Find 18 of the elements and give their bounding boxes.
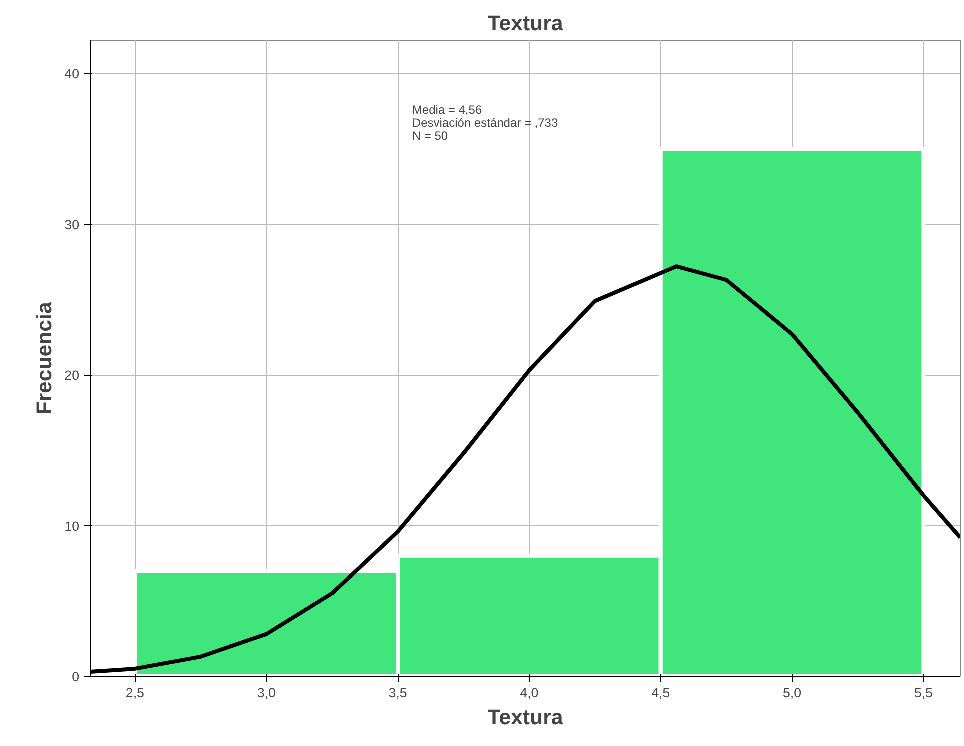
y-tick-label: 20 [64, 368, 80, 384]
y-tick-label: 0 [72, 670, 80, 684]
y-axis-title: Frecuencia [32, 302, 57, 415]
x-tick-label: 3,0 [257, 686, 276, 700]
x-tick-label: 5,0 [783, 686, 802, 700]
annotation: N = 50 [412, 128, 448, 143]
annotation: Desviación estándar = ,733 [412, 116, 558, 130]
x-tick-label: 3,5 [388, 686, 408, 700]
chart-title: Textura [488, 12, 564, 36]
annotation: Media = 4,56 [412, 102, 482, 117]
x-axis-title: Textura [488, 706, 564, 730]
x-tick-label: 4,5 [652, 686, 670, 700]
y-tick-label: 40 [64, 66, 80, 82]
x-tick-label: 5,5 [914, 686, 933, 700]
y-tick-label: 30 [64, 217, 80, 232]
x-tick-label: 4,0 [520, 686, 539, 700]
x-tick-label: 2,5 [126, 686, 144, 700]
y-tick-label: 10 [64, 518, 80, 534]
